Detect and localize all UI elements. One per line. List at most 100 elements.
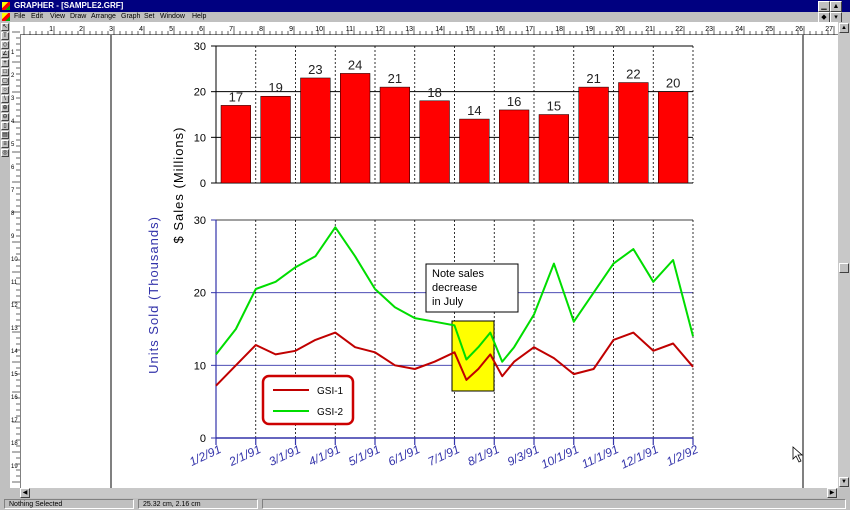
bar-data-label: 24 — [348, 57, 362, 72]
magnify-icon[interactable]: ◎ — [1, 149, 9, 157]
ruler-number: 4 — [11, 119, 15, 125]
ruler-number: 4 — [139, 26, 143, 33]
bar-y-tick-label: 0 — [200, 178, 206, 190]
bar-data-label: 15 — [547, 99, 561, 114]
ruler-number: 5 — [11, 142, 15, 148]
ruler-number: 5 — [169, 26, 173, 33]
bar[interactable] — [300, 77, 331, 184]
rectangle-tool-icon[interactable]: □ — [1, 68, 9, 76]
ruler-number: 17 — [11, 418, 18, 424]
annotation-line-1: Note sales — [432, 268, 484, 280]
ruler-number: 16 — [495, 26, 503, 33]
scroll-right-icon[interactable]: ▶ — [827, 488, 837, 498]
maximize-icon[interactable]: ▲ — [830, 1, 842, 12]
legend[interactable]: GSI-1 GSI-2 — [261, 374, 355, 426]
sales-bar-chart[interactable]: $ Sales (Millions) 0 10 20 30 17 19 23 24 21 18 14… — [171, 41, 694, 244]
line-tool-icon[interactable]: \ — [1, 95, 9, 103]
menu-window[interactable]: Window — [160, 13, 185, 20]
ruler-number: 18 — [555, 26, 563, 33]
menu-bar: File Edit View Draw Arrange Graph Set Wi… — [0, 12, 850, 23]
mouse-cursor-icon — [792, 446, 804, 463]
bar-data-label: 21 — [388, 71, 402, 86]
ruler-number: 23 — [705, 26, 713, 33]
rounded-rect-tool-icon[interactable]: ▢ — [1, 77, 9, 85]
text-tool-icon[interactable]: T — [1, 32, 9, 40]
bar[interactable] — [459, 118, 490, 184]
line-x-tick-label: 6/1/91 — [386, 442, 422, 469]
menu-arrange[interactable]: Arrange — [91, 13, 116, 20]
menu-view[interactable]: View — [50, 13, 66, 20]
annotation-highlight[interactable] — [451, 320, 495, 392]
ellipse-tool-icon[interactable]: ○ — [1, 86, 9, 94]
polyline-tool-icon[interactable]: ∠ — [1, 50, 9, 58]
bar-data-label: 14 — [467, 103, 481, 118]
menu-edit[interactable]: Edit — [31, 13, 44, 20]
units-line-chart[interactable]: Units Sold (Thousands) 0 10 20 30 1/2/91 2/1/… — [146, 215, 701, 472]
graph-icon[interactable]: ▤ — [1, 131, 9, 139]
bar-y-axis-label: $ Sales (Millions) — [171, 127, 186, 244]
line-x-tick-label: 12/1/91 — [618, 442, 660, 472]
app-icon[interactable] — [2, 2, 10, 10]
line-y-axis-label: Units Sold (Thousands) — [146, 216, 161, 374]
legend-label-gsi2: GSI-2 — [317, 407, 344, 418]
bar-data-label: 21 — [586, 71, 600, 86]
line-x-tick-label: 1/2/92 — [664, 442, 700, 469]
ruler-number: 26 — [795, 26, 803, 33]
ruler-number: 3 — [109, 26, 113, 33]
ruler-number: 19 — [11, 464, 18, 470]
bar[interactable] — [260, 95, 291, 184]
zoom-in-icon[interactable]: ⊕ — [1, 104, 9, 112]
scroll-thumb[interactable] — [839, 263, 849, 273]
scroll-up-icon[interactable]: ▲ — [839, 23, 849, 33]
ruler-number: 7 — [11, 188, 15, 194]
ruler-number: 12 — [11, 303, 18, 309]
ruler-number: 22 — [675, 26, 683, 33]
ruler-number: 19 — [585, 26, 593, 33]
menu-help[interactable]: Help — [192, 13, 207, 20]
legend-icon[interactable]: ≡ — [1, 140, 9, 148]
series-line-gsi-2[interactable] — [215, 226, 694, 363]
scroll-left-icon[interactable]: ◀ — [20, 488, 30, 498]
ruler-number: 1 — [49, 26, 53, 33]
zoom-out-icon[interactable]: ⊖ — [1, 113, 9, 121]
bar[interactable] — [538, 114, 569, 184]
scroll-down-icon[interactable]: ▼ — [839, 477, 849, 487]
horizontal-scrollbar[interactable]: ◀ ▶ — [20, 488, 838, 498]
bar[interactable] — [578, 86, 609, 184]
bar[interactable] — [499, 109, 530, 184]
highlight-box[interactable] — [451, 320, 495, 392]
bar[interactable] — [658, 91, 689, 184]
annotation-box[interactable] — [425, 263, 519, 313]
line-y-tick-label: 30 — [194, 215, 206, 227]
ruler-number: 13 — [405, 26, 413, 33]
toolbox: ↖ T ◇ ∠ + □ ▢ ○ \ ⊕ ⊖ ▯ ▤ ≡ ◎ — [0, 22, 10, 488]
minimize-icon[interactable]: ▁ — [818, 1, 830, 12]
menu-draw[interactable]: Draw — [70, 13, 87, 20]
menu-file[interactable]: File — [14, 13, 26, 20]
bar[interactable] — [618, 82, 649, 184]
document-icon[interactable] — [2, 13, 10, 21]
menu-graph[interactable]: Graph — [121, 13, 141, 20]
polygon-tool-icon[interactable]: ◇ — [1, 41, 9, 49]
annotation-line-3: in July — [432, 296, 464, 308]
ruler-number: 11 — [346, 26, 353, 33]
vertical-scrollbar[interactable]: ▲ ▼ — [838, 22, 850, 488]
series-line-gsi-1[interactable] — [215, 331, 694, 387]
arrow-tool-icon[interactable]: ↖ — [1, 23, 9, 31]
page-icon[interactable]: ▯ — [1, 122, 9, 130]
bar[interactable] — [340, 73, 371, 184]
bar[interactable] — [419, 100, 450, 184]
status-selection: Nothing Selected — [4, 499, 134, 509]
ruler-number: 12 — [375, 26, 383, 33]
ruler-number: 27 — [825, 26, 833, 33]
symbol-tool-icon[interactable]: + — [1, 59, 9, 67]
ruler-number: 24 — [735, 26, 743, 33]
status-empty — [262, 499, 846, 509]
bar-data-label: 16 — [507, 94, 521, 109]
annotation-note[interactable]: Note sales decrease in July — [425, 263, 519, 313]
menu-set[interactable]: Set — [144, 13, 155, 20]
drawing-canvas[interactable]: $ Sales (Millions) 0 10 20 30 17 19 23 24 21 18 14… — [21, 35, 838, 488]
ruler-number: 17 — [525, 26, 533, 33]
bar[interactable] — [220, 105, 251, 184]
bar[interactable] — [379, 86, 410, 184]
